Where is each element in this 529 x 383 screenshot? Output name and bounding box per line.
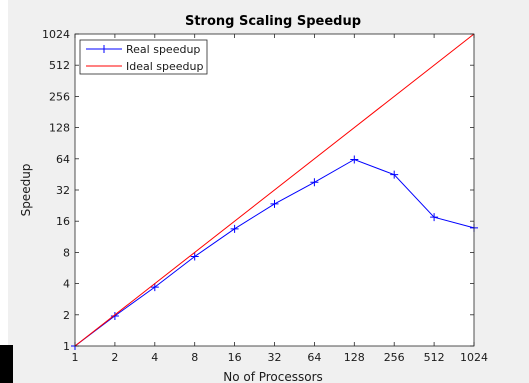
- y-tick-label: 512: [49, 59, 70, 72]
- legend-label-ideal: Ideal speedup: [126, 60, 203, 73]
- y-tick-label: 32: [56, 184, 70, 197]
- legend: Real speedup Ideal speedup: [79, 39, 208, 75]
- data-point-real-speedup: [230, 224, 239, 233]
- y-tick-label: 4: [63, 278, 70, 291]
- y-tick-label: 64: [56, 153, 70, 166]
- legend-box: [79, 39, 208, 75]
- series-line-ideal-speedup: [74, 33, 475, 347]
- x-axis-label: No of Processors: [223, 370, 323, 383]
- x-tick-label: 64: [307, 351, 321, 364]
- x-tick-label: 8: [191, 351, 198, 364]
- left-margin-strip: [0, 0, 8, 383]
- y-tick-label: 8: [63, 246, 70, 259]
- data-point-real-speedup: [270, 199, 279, 208]
- legend-marker-real: [100, 45, 108, 53]
- x-tick-label: 16: [228, 351, 242, 364]
- data-point-real-speedup: [310, 178, 319, 187]
- x-tick-label: 1: [72, 351, 79, 364]
- x-tick-label: 512: [424, 351, 445, 364]
- y-tick-label: 1024: [42, 28, 70, 41]
- x-tick-label: 256: [384, 351, 405, 364]
- x-tick-label: 4: [151, 351, 158, 364]
- x-tick-label: 1024: [460, 351, 488, 364]
- x-tick-label: 32: [268, 351, 282, 364]
- y-tick-label: 16: [56, 215, 70, 228]
- y-tick-label: 2: [63, 309, 70, 322]
- data-point-real-speedup: [390, 170, 399, 179]
- x-tick-label: 128: [344, 351, 365, 364]
- data-point-real-speedup: [190, 252, 199, 261]
- y-axis-label: Speedup: [19, 164, 33, 217]
- legend-label-real: Real speedup: [126, 43, 200, 56]
- y-tick-label: 128: [49, 122, 70, 135]
- data-point-real-speedup: [150, 283, 159, 292]
- data-point-real-speedup: [430, 213, 439, 222]
- data-point-real-speedup: [350, 155, 359, 164]
- data-point-real-speedup: [110, 311, 119, 320]
- chart-title: Strong Scaling Speedup: [185, 14, 361, 29]
- corner-block: [0, 345, 13, 383]
- y-tick-label: 1: [63, 340, 70, 353]
- x-tick-label: 2: [111, 351, 118, 364]
- y-tick-label: 256: [49, 90, 70, 103]
